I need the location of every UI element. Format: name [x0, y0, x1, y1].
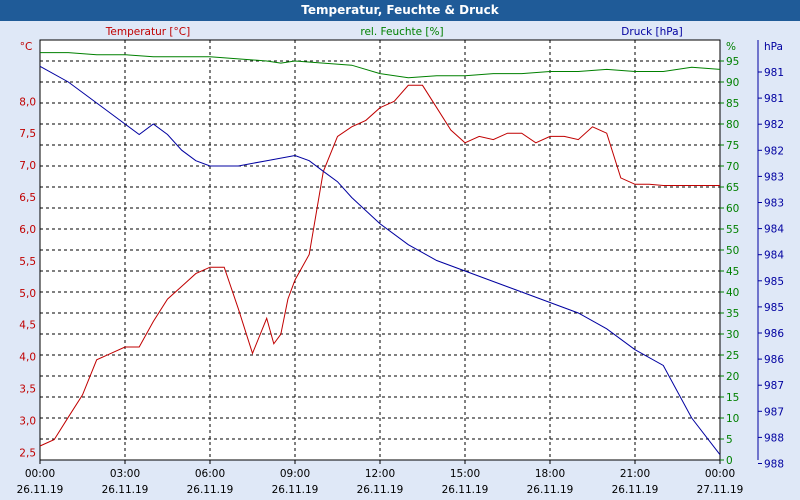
x-tick-label-date: 26.11.19	[102, 484, 149, 496]
y-right-header: Druck [hPa]	[621, 26, 682, 38]
y-right-tick-label: 987	[764, 380, 784, 392]
y-middle-header: rel. Feuchte [%]	[360, 26, 443, 38]
temperature-series-line	[39, 84, 720, 447]
y-middle-unit-label: %	[726, 41, 736, 53]
x-tick-label-date: 26.11.19	[357, 484, 404, 496]
x-tick-label-time: 03:00	[110, 468, 140, 480]
y-left-tick-label: 3,0	[19, 415, 36, 427]
y-middle-tick-label: 70	[726, 161, 739, 173]
y-middle-tick-label: 20	[726, 371, 739, 383]
x-tick-label-time: 12:00	[365, 468, 395, 480]
x-tick-label-date: 27.11.19	[697, 484, 744, 496]
y-right-tick-label: 988	[764, 459, 784, 471]
x-tick-label-time: 18:00	[535, 468, 565, 480]
y-right-tick-label: 986	[764, 328, 784, 340]
y-middle-tick-label: 80	[726, 119, 739, 131]
y-middle-tick-label: 55	[726, 224, 739, 236]
x-tick-label-time: 00:00	[25, 468, 55, 480]
y-right-tick-label: 982	[764, 119, 784, 131]
humidity-series-line	[40, 52, 721, 79]
x-tick-label-date: 26.11.19	[442, 484, 489, 496]
x-tick-label-time: 06:00	[195, 468, 225, 480]
y-left-tick-label: 5,5	[19, 256, 36, 268]
y-middle-tick-label: 25	[726, 350, 739, 362]
y-right-unit-label: hPa	[764, 41, 783, 53]
y-right-tick-label: 983	[764, 198, 784, 210]
x-tick-label-date: 26.11.19	[527, 484, 574, 496]
y-right-tick-label: 987	[764, 406, 784, 418]
y-right-tick-label: 988	[764, 432, 784, 444]
y-right-tick-label: 981	[764, 93, 784, 105]
y-left-tick-label: 3,5	[19, 384, 36, 396]
y-middle-tick-label: 75	[726, 140, 739, 152]
y-middle-tick-label: 90	[726, 77, 739, 89]
y-middle-tick-label: 30	[726, 329, 739, 341]
y-right-tick-label: 985	[764, 302, 784, 314]
y-middle-tick-label: 45	[726, 266, 739, 278]
y-middle-tick-label: 35	[726, 308, 739, 320]
y-middle-tick-label: 65	[726, 182, 739, 194]
y-right-tick-label: 984	[764, 250, 784, 262]
y-right-tick-label: 982	[764, 145, 784, 157]
x-tick-label-time: 21:00	[620, 468, 650, 480]
y-left-tick-label: 4,0	[19, 352, 36, 364]
y-right-tick-label: 986	[764, 354, 784, 366]
y-right-tick-label: 981	[764, 67, 784, 79]
x-tick-label-date: 26.11.19	[187, 484, 234, 496]
y-left-header: Temperatur [°C]	[105, 26, 190, 38]
x-tick-label-time: 15:00	[450, 468, 480, 480]
y-middle-tick-label: 50	[726, 245, 739, 257]
y-left-tick-label: 7,0	[19, 160, 36, 172]
y-middle-tick-label: 40	[726, 287, 739, 299]
x-tick-label-date: 26.11.19	[17, 484, 64, 496]
pressure-series-line	[39, 65, 721, 456]
y-left-tick-label: 6,5	[19, 192, 36, 204]
y-left-tick-label: 6,0	[19, 224, 36, 236]
y-left-tick-label: 5,0	[19, 288, 36, 300]
x-tick-label-time: 09:00	[280, 468, 310, 480]
y-middle-tick-label: 10	[726, 413, 739, 425]
y-left-unit-label: °C	[20, 41, 33, 53]
y-middle-tick-label: 5	[726, 434, 733, 446]
y-left-tick-label: 8,0	[19, 96, 36, 108]
y-left-tick-label: 4,5	[19, 320, 36, 332]
x-tick-label-time: 00:00	[705, 468, 735, 480]
y-left-tick-label: 7,5	[19, 128, 36, 140]
y-right-tick-label: 983	[764, 171, 784, 183]
y-right-tick-label: 985	[764, 276, 784, 288]
y-middle-tick-label: 0	[726, 455, 733, 467]
y-left-tick-label: 2,5	[19, 447, 36, 459]
y-middle-tick-label: 60	[726, 203, 739, 215]
x-tick-label-date: 26.11.19	[612, 484, 659, 496]
x-tick-label-date: 26.11.19	[272, 484, 319, 496]
y-middle-tick-label: 95	[726, 56, 739, 68]
chart-title: Temperatur, Feuchte & Druck	[0, 0, 800, 21]
y-middle-tick-label: 15	[726, 392, 739, 404]
y-middle-tick-label: 85	[726, 98, 739, 110]
y-right-tick-label: 984	[764, 224, 784, 236]
